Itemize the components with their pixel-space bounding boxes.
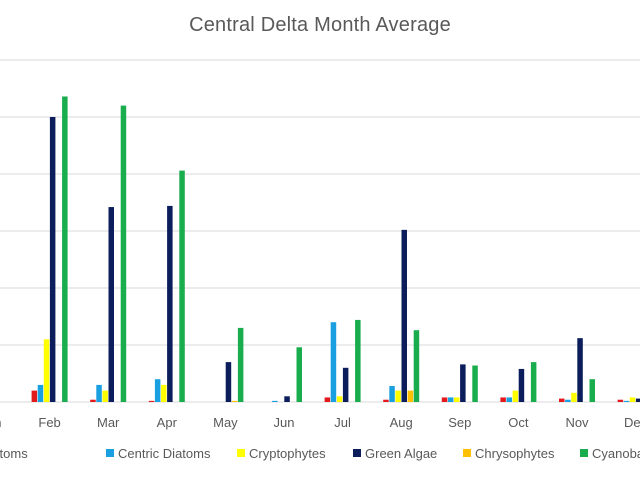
- bar: [472, 365, 478, 402]
- x-tick-label: Jan: [0, 415, 1, 430]
- legend-label: Cyanobacteria: [592, 446, 640, 461]
- bar: [559, 398, 565, 402]
- bar: [120, 105, 127, 402]
- bar: [62, 96, 68, 402]
- bar: [565, 399, 571, 402]
- x-tick-label: Feb: [38, 415, 60, 430]
- x-tick-label: Oct: [508, 415, 529, 430]
- bar: [623, 400, 630, 402]
- x-tick-label: Nov: [565, 415, 589, 430]
- legend-swatch: [580, 449, 588, 457]
- x-tick-label: Jul: [334, 415, 351, 430]
- bar: [413, 330, 420, 402]
- legend-label: Green Algae: [365, 446, 437, 461]
- bar: [31, 390, 38, 402]
- bar: [154, 379, 161, 402]
- bar: [512, 390, 519, 402]
- bar: [500, 397, 506, 402]
- bar: [231, 400, 238, 402]
- bar: [577, 338, 583, 402]
- bar: [395, 390, 401, 402]
- bar: [401, 229, 407, 402]
- bar: [355, 319, 361, 402]
- legend-label: Cryptophytes: [249, 446, 326, 461]
- legend-label: Centric Diatoms: [118, 446, 211, 461]
- bar: [460, 364, 466, 402]
- bar: [225, 362, 232, 402]
- x-tick-label: Sep: [448, 415, 471, 430]
- x-axis-tick-labels: Jan Feb Mar Apr May Jun Jul Aug Sep Oct Nov Dec: [0, 415, 640, 430]
- legend-swatch: [463, 449, 471, 457]
- bar: [161, 384, 167, 402]
- bar: [167, 205, 173, 402]
- bar: [336, 396, 343, 402]
- x-tick-label: Apr: [157, 415, 178, 430]
- x-tick-label: Jun: [274, 415, 295, 430]
- bar: [629, 397, 636, 402]
- bar: [179, 170, 185, 402]
- bar: [441, 397, 448, 402]
- bar: [389, 386, 395, 402]
- bar: [571, 392, 577, 402]
- legend-swatch: [106, 449, 114, 457]
- bar: [296, 347, 302, 402]
- bar: [43, 339, 50, 402]
- bar: [342, 367, 349, 402]
- bar: [284, 396, 290, 402]
- bar: [49, 117, 56, 402]
- bar: [148, 400, 155, 402]
- bar: [530, 362, 537, 402]
- legend-label: Chrysophytes: [475, 446, 555, 461]
- bars: [31, 96, 640, 402]
- x-tick-label: May: [213, 415, 238, 430]
- bar: [407, 390, 414, 402]
- legend: Pennate Diatoms Centric Diatoms Cryptophyt…: [0, 446, 640, 461]
- chart-title: Central Delta Month Average: [189, 14, 451, 36]
- gridlines: [0, 59, 640, 403]
- legend-swatch: [237, 449, 245, 457]
- legend-label: Pennate Diatoms: [0, 446, 28, 461]
- bar: [518, 368, 525, 402]
- bar: [108, 207, 114, 402]
- bar: [617, 399, 624, 402]
- bar: [237, 327, 244, 402]
- bar: [447, 397, 454, 402]
- bar: [102, 390, 108, 402]
- x-tick-label: Mar: [97, 415, 120, 430]
- bar: [96, 384, 102, 402]
- bar: [454, 397, 460, 402]
- bar: [635, 398, 640, 402]
- bar: [506, 397, 512, 402]
- bar: [324, 397, 331, 402]
- bar: [383, 399, 389, 402]
- bar: [330, 322, 337, 402]
- bar: [37, 384, 44, 402]
- x-tick-label: Dec: [624, 415, 640, 430]
- bar: [272, 400, 278, 402]
- x-tick-label: Aug: [390, 415, 413, 430]
- legend-swatch: [353, 449, 361, 457]
- bar: [589, 379, 595, 402]
- bar: [90, 399, 96, 402]
